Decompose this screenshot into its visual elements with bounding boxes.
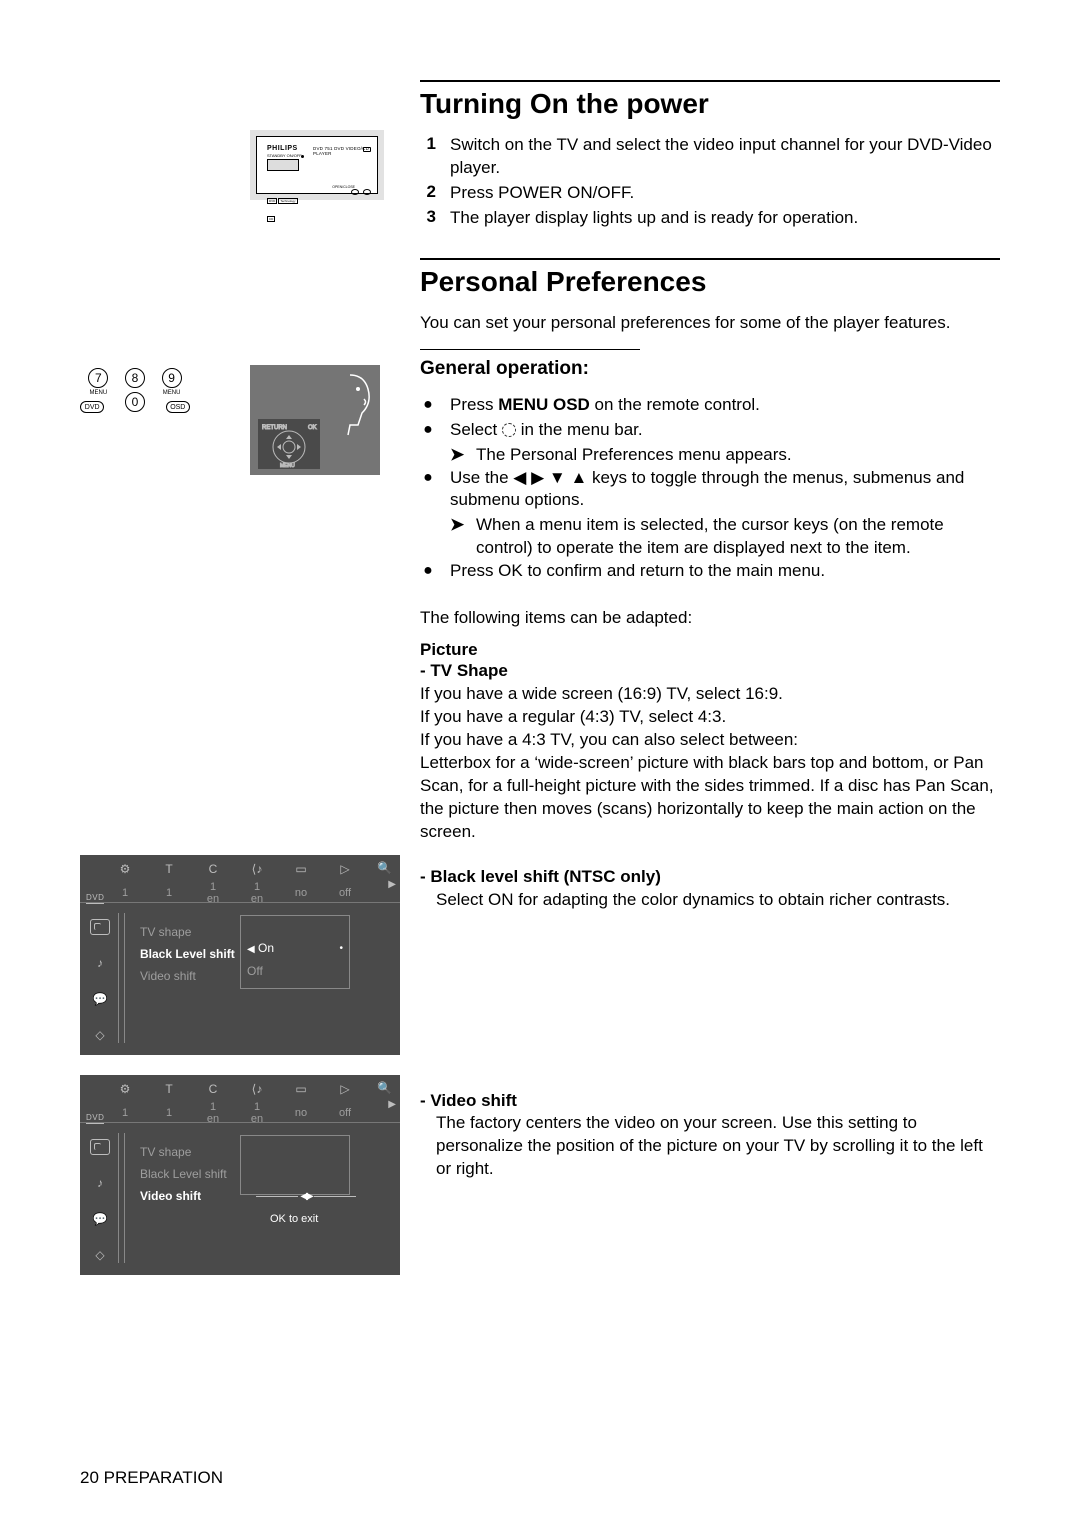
page-footer: 20 PREPARATION — [80, 1468, 223, 1488]
menu-item-video-shift: Video shift — [134, 1185, 233, 1207]
open-close-label: OPEN/CLOSE — [332, 185, 355, 189]
sound-icon: ♪ — [90, 955, 110, 971]
dvd-player-illustration: PHILIPS DVD 751 DVD VIDEO/CD PLAYER STAN… — [250, 130, 384, 200]
person-remote-illustration: RETURN OK MENU — [250, 365, 380, 475]
tvshape-line-3: If you have a 4:3 TV, you can also selec… — [420, 729, 1000, 752]
following-items-text: The following items can be adapted: — [420, 607, 1000, 630]
video-shift-heading: - Video shift — [420, 1090, 1000, 1113]
gear-icon: ⚙ — [116, 862, 134, 876]
circled-8: 8 — [125, 368, 145, 388]
dvd-label: DVD — [86, 1113, 104, 1124]
features-icon: ◇ — [90, 1027, 110, 1043]
osd-screenshot-video-shift: ⚙ T C ⟨♪ ▭ ▷ 🔍 ▶ 1 1 1 en 1 en no off DV… — [80, 1075, 400, 1275]
circled-9: 9 — [162, 368, 182, 388]
tvshape-line-1: If you have a wide screen (16:9) TV, sel… — [420, 683, 1000, 706]
heading-turning-on-power: Turning On the power — [420, 88, 1000, 120]
magnify-icon: 🔍 — [377, 1081, 392, 1095]
bullet-use-arrow-keys: ● Use the ◀ ▶ ▼ ▲ keys to toggle through… — [420, 467, 1000, 513]
tvshape-line-4: Letterbox for a ‘wide-screen’ picture wi… — [420, 752, 1000, 844]
features-icon: ◇ — [90, 1247, 110, 1263]
model-label: DVD 751 DVD VIDEO/CD PLAYER — [313, 146, 377, 156]
menu-item-black-level: Black Level shift — [134, 943, 241, 965]
tvshape-line-2: If you have a regular (4:3) TV, select 4… — [420, 706, 1000, 729]
magnify-icon: 🔍 — [377, 861, 392, 875]
menu-osd-pill: OSD — [166, 401, 190, 413]
speech-icon: 💬 — [90, 991, 110, 1007]
picture-icon — [90, 1139, 110, 1155]
bullet-press-ok: ● Press OK to confirm and return to the … — [420, 560, 1000, 583]
prefs-intro: You can set your personal preferences fo… — [420, 312, 1000, 335]
option-off: Off — [241, 960, 349, 982]
subheading-general-operation: General operation: — [420, 358, 1000, 380]
tv-shape-heading: - TV Shape — [420, 660, 1000, 683]
brand-label: PHILIPS — [267, 145, 298, 152]
standby-label: STANDBY ON/OFF — [267, 153, 302, 158]
osd-screenshot-black-level: ⚙ T C ⟨♪ ▭ ▷ 🔍 ▶ 1 1 1 en 1 en no off DV… — [80, 855, 400, 1055]
sub-arrow-cursor-keys: ➤ When a menu item is selected, the curs… — [450, 514, 1000, 560]
svg-text:MENU: MENU — [280, 463, 295, 469]
ok-to-exit-label: OK to exit — [270, 1213, 318, 1225]
step-1: 1 Switch on the TV and select the video … — [420, 134, 1000, 180]
picture-icon — [90, 919, 110, 935]
speech-icon: 💬 — [90, 1211, 110, 1227]
menu-item-tv-shape: TV shape — [134, 1141, 233, 1163]
circled-7: 7 — [88, 368, 108, 388]
gear-icon: ⚙ — [116, 1082, 134, 1096]
menu-item-video-shift: Video shift — [134, 965, 241, 987]
chevron-right-icon: ▶ — [388, 1099, 396, 1110]
gear-icon — [502, 423, 516, 437]
step-3: 3 The player display lights up and is re… — [420, 207, 1000, 230]
sound-icon: ♪ — [90, 1175, 110, 1191]
sub-arrow-prefs-menu: ➤ The Personal Preferences menu appears. — [450, 444, 1000, 467]
chevron-right-icon: ▶ — [388, 879, 396, 890]
heading-personal-preferences: Personal Preferences — [420, 266, 1000, 298]
black-level-heading: - Black level shift (NTSC only) — [420, 866, 1000, 889]
bullet-press-menu-osd: ● Press MENU OSD on the remote control. — [420, 394, 1000, 417]
dvd-label: DVD — [86, 893, 104, 904]
menu-dvd-pill: DVD — [80, 401, 104, 413]
menu-item-tv-shape: TV shape — [134, 921, 241, 943]
step-2: 2 Press POWER ON/OFF. — [420, 182, 1000, 205]
section-rule — [420, 258, 1000, 260]
video-shift-text: The factory centers the video on your sc… — [436, 1112, 1000, 1181]
svg-text:OK: OK — [308, 425, 317, 431]
circled-0: 0 — [125, 392, 145, 412]
short-rule — [420, 349, 640, 350]
video-shift-slider: ◀▶ — [256, 1191, 356, 1202]
svg-text:RETURN: RETURN — [262, 425, 287, 431]
picture-heading: Picture — [420, 640, 1000, 660]
section-rule — [420, 80, 1000, 82]
bullet-select-gear: ● Select in the menu bar. — [420, 419, 1000, 442]
remote-numbers-illustration: 7 8 9 MENUDVD 0 MENUOSD — [80, 368, 190, 413]
option-on: On — [258, 941, 274, 955]
menu-item-black-level: Black Level shift — [134, 1163, 233, 1185]
black-level-text: Select ON for adapting the color dynamic… — [436, 889, 1000, 912]
